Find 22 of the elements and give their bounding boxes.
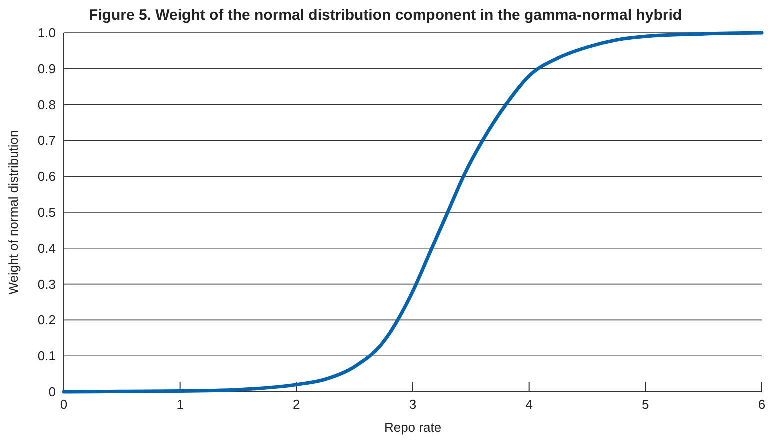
y-tick-label: 0.3: [38, 276, 56, 292]
y-tick-label: 0.7: [38, 133, 56, 148]
y-tick-label: 0.1: [38, 348, 56, 364]
x-tick-label: 1: [176, 397, 184, 412]
y-tick-label: 0.9: [38, 61, 56, 76]
y-tick-label: 0.6: [38, 169, 56, 184]
x-tick-label: 6: [758, 397, 766, 412]
y-tick-label: 0.2: [38, 312, 56, 328]
y-tick-label: 0.5: [38, 205, 56, 220]
x-tick-label: 5: [642, 397, 650, 412]
x-axis-title: Repo rate: [384, 420, 442, 435]
x-tick-label: 0: [60, 397, 68, 412]
x-tick-label: 4: [526, 397, 533, 412]
y-tick-label: 0.8: [38, 97, 56, 112]
chart-title: Figure 5. Weight of the normal distribution component in the gamma-normal hybrid: [88, 7, 682, 24]
y-tick-label: 0.4: [38, 240, 56, 256]
x-tick-label: 2: [293, 397, 300, 412]
y-tick-label: 0: [48, 384, 56, 400]
y-tick-label: 1.0: [38, 26, 56, 40]
line-series: [62, 31, 764, 394]
y-axis-title: Weight of normal distribution: [6, 130, 21, 295]
x-tick-label: 3: [409, 397, 417, 412]
